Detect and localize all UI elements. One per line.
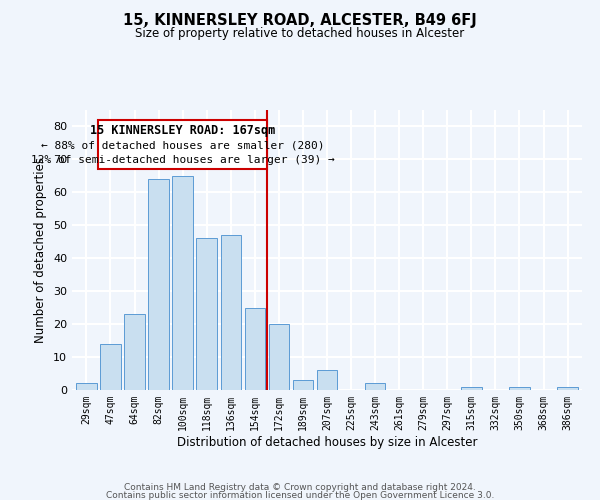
Bar: [293, 380, 313, 390]
Bar: [269, 324, 289, 390]
Bar: [461, 386, 482, 390]
Bar: [245, 308, 265, 390]
Y-axis label: Number of detached properties: Number of detached properties: [34, 157, 47, 343]
Bar: [557, 386, 578, 390]
Bar: [148, 179, 169, 390]
Bar: [76, 384, 97, 390]
Bar: [221, 235, 241, 390]
Text: Contains HM Land Registry data © Crown copyright and database right 2024.: Contains HM Land Registry data © Crown c…: [124, 483, 476, 492]
Text: Contains public sector information licensed under the Open Government Licence 3.: Contains public sector information licen…: [106, 492, 494, 500]
FancyBboxPatch shape: [98, 120, 267, 170]
Bar: [124, 314, 145, 390]
Bar: [100, 344, 121, 390]
Text: 15 KINNERSLEY ROAD: 167sqm: 15 KINNERSLEY ROAD: 167sqm: [90, 124, 275, 138]
X-axis label: Distribution of detached houses by size in Alcester: Distribution of detached houses by size …: [177, 436, 477, 448]
Text: 12% of semi-detached houses are larger (39) →: 12% of semi-detached houses are larger (…: [31, 156, 335, 166]
Bar: [509, 386, 530, 390]
Text: ← 88% of detached houses are smaller (280): ← 88% of detached houses are smaller (28…: [41, 140, 325, 150]
Bar: [196, 238, 217, 390]
Bar: [365, 384, 385, 390]
Text: Size of property relative to detached houses in Alcester: Size of property relative to detached ho…: [136, 28, 464, 40]
Text: 15, KINNERSLEY ROAD, ALCESTER, B49 6FJ: 15, KINNERSLEY ROAD, ALCESTER, B49 6FJ: [123, 12, 477, 28]
Bar: [317, 370, 337, 390]
Bar: [172, 176, 193, 390]
